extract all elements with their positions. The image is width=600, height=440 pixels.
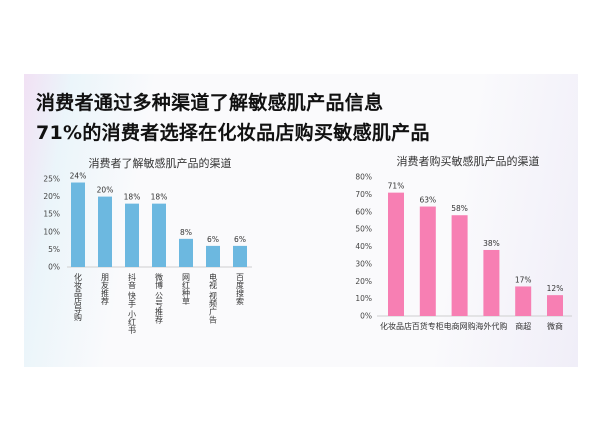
bar <box>451 215 468 316</box>
data-label: 24% <box>70 172 87 181</box>
data-label: 20% <box>97 186 114 195</box>
y-tick-label: 50% <box>355 225 372 234</box>
data-label: 18% <box>124 193 141 202</box>
bar <box>515 286 532 316</box>
bar <box>71 182 85 267</box>
bar <box>179 238 193 267</box>
data-label: 8% <box>180 228 192 237</box>
y-tick-label: 40% <box>355 242 372 251</box>
x-category-label: 微博 公号推荐 <box>155 272 164 325</box>
bar <box>125 203 139 267</box>
x-category-label: 百货专柜 <box>412 321 444 331</box>
bar <box>206 245 220 267</box>
y-tick-label: 0% <box>360 312 372 321</box>
x-category-label: 微商 <box>547 321 563 331</box>
data-label: 58% <box>451 204 468 213</box>
headline-line1: 消费者通过多种渠道了解敏感肌产品信息 <box>36 92 384 114</box>
y-tick-label: 30% <box>355 259 372 268</box>
y-tick-label: 10% <box>43 227 60 236</box>
data-label: 38% <box>483 239 500 248</box>
y-tick-label: 10% <box>355 294 372 303</box>
y-tick-label: 80% <box>355 173 372 182</box>
x-category-label: 商超 <box>515 321 531 331</box>
y-tick-label: 5% <box>48 245 60 254</box>
x-category-label: 网红种草 <box>182 273 191 306</box>
bar <box>483 249 500 316</box>
bar <box>152 203 166 267</box>
x-category-label: 化妆品店 <box>380 321 412 331</box>
bar <box>547 295 563 316</box>
x-category-label: 朋友推荐 <box>101 273 110 306</box>
data-label: 6% <box>207 235 219 244</box>
y-tick-label: 60% <box>355 207 372 216</box>
x-category-label: 电视 视频广告 <box>209 272 218 325</box>
bar <box>233 245 247 267</box>
x-category-label: 百度搜索 <box>236 273 245 305</box>
data-label: 71% <box>388 182 405 191</box>
x-category-label: 抖音 快手 小红书 <box>128 272 137 335</box>
data-label: 18% <box>151 193 168 202</box>
data-label: 6% <box>234 235 246 244</box>
data-label: 63% <box>419 196 436 205</box>
y-tick-label: 15% <box>43 210 60 219</box>
bar <box>388 192 404 316</box>
chart-title: 消费者购买敏感肌产品的渠道 <box>397 154 540 168</box>
x-category-label: 海外代购 <box>475 321 507 331</box>
bar <box>98 196 112 267</box>
x-category-label: 化妆品店导购 <box>74 272 83 322</box>
chart-title: 消费者了解敏感肌产品的渠道 <box>89 156 232 170</box>
y-tick-label: 0% <box>48 263 60 272</box>
x-category-label: 电商网购 <box>444 321 476 331</box>
y-tick-label: 70% <box>355 190 372 199</box>
y-tick-label: 25% <box>43 175 60 184</box>
bar <box>419 206 436 316</box>
slide-background <box>24 74 578 367</box>
y-tick-label: 20% <box>43 192 60 201</box>
y-tick-label: 20% <box>355 277 372 286</box>
headline-line2: 71%的消费者选择在化妆品店购买敏感肌产品 <box>36 122 430 144</box>
data-label: 12% <box>547 284 564 293</box>
data-label: 17% <box>515 275 532 284</box>
